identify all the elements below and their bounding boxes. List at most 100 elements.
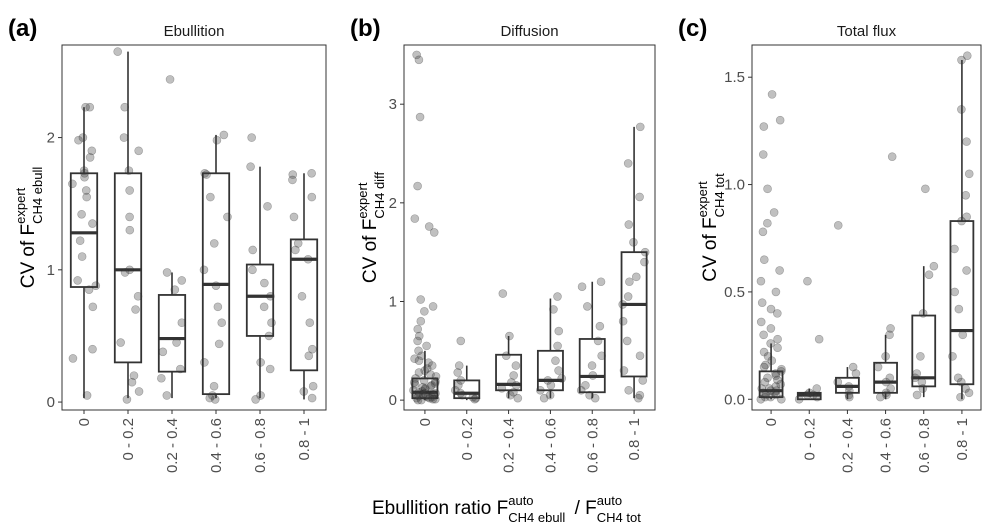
data-point (305, 318, 315, 328)
data-point (157, 373, 166, 383)
data-point (81, 186, 91, 195)
data-point (625, 277, 634, 287)
data-point (80, 168, 89, 178)
box (873, 361, 898, 394)
data-point (414, 391, 423, 401)
data-point (267, 318, 276, 328)
data-point (248, 245, 258, 255)
data-point (773, 309, 782, 318)
y-axis-label-sup: expert (355, 182, 370, 219)
data-point (760, 392, 770, 402)
data-point (585, 390, 594, 400)
y-axis-label-main: CV of F (700, 217, 721, 281)
data-point (418, 389, 428, 399)
data-point (775, 266, 784, 275)
data-point (308, 344, 317, 354)
data-point (409, 385, 418, 395)
data-point (209, 381, 219, 391)
data-point (539, 393, 549, 403)
data-point (413, 395, 423, 405)
data-point (299, 387, 309, 396)
data-point (304, 351, 314, 361)
data-point (454, 361, 464, 370)
data-point (771, 371, 781, 380)
data-point (165, 75, 175, 84)
data-point (845, 386, 854, 395)
data-point (876, 392, 885, 402)
data-point (429, 390, 438, 400)
data-point (924, 270, 934, 280)
data-point (873, 362, 883, 372)
x-tick-label: 0 - 0.2 (120, 418, 137, 461)
box (949, 220, 975, 386)
x-tick-label: 0.8 - 1 (626, 418, 643, 461)
data-point (172, 338, 181, 347)
data-point (551, 356, 560, 365)
y-axis-label-sub: CH4 ebull (30, 167, 45, 224)
data-point (79, 166, 89, 175)
y-tick-label: 0 (389, 392, 397, 409)
data-point (497, 383, 507, 393)
data-point (549, 305, 558, 314)
panel-label: (b) (350, 15, 381, 42)
data-point (82, 192, 91, 202)
data-point (177, 276, 187, 285)
x-tick-label: 0 - 0.2 (801, 418, 818, 461)
data-point (68, 179, 77, 189)
data-point (418, 383, 427, 392)
data-point (416, 316, 426, 326)
data-point (833, 221, 843, 230)
data-point (428, 394, 438, 404)
data-point (581, 381, 590, 390)
data-point (430, 379, 440, 388)
data-point (962, 266, 971, 275)
data-point (414, 331, 424, 341)
data-point (289, 212, 299, 222)
data-point (593, 336, 603, 346)
data-point (209, 239, 219, 248)
panel-a: (a) Ebullition 0 1 2 CV of Fexpert CH4 ebull 0 0… (8, 15, 327, 473)
data-point (763, 373, 772, 383)
data-point (881, 377, 891, 387)
data-point (199, 265, 209, 275)
x-axis-label-den-sub: CH4 tot (597, 510, 641, 523)
facet-title: Total flux (837, 23, 897, 40)
data-point (422, 341, 431, 351)
data-point (623, 292, 633, 301)
data-point (470, 394, 480, 404)
data-point (85, 102, 95, 112)
panel-label: (a) (8, 15, 37, 42)
data-point (307, 393, 317, 403)
x-axis-label-den-sup: auto (597, 493, 622, 508)
y-axis-label-sub: CH4 diff (372, 172, 387, 219)
data-point (771, 287, 781, 297)
data-point (414, 346, 423, 356)
y-axis-label: CV of Fexpert CH4 diff (355, 172, 387, 284)
data-point (553, 292, 562, 301)
data-point (777, 364, 786, 374)
data-point (771, 382, 781, 391)
data-point (429, 228, 439, 237)
y-axis-label: CV of Fexpert CH4 ebull (13, 167, 45, 289)
data-point (213, 302, 223, 312)
data-point (205, 393, 215, 403)
data-point (162, 268, 172, 277)
data-point (125, 225, 135, 235)
data-point (410, 380, 420, 389)
x-tick-label: 0 (417, 418, 434, 426)
data-point (624, 385, 633, 395)
data-point (75, 236, 85, 246)
data-point (766, 386, 775, 395)
data-point (208, 391, 217, 400)
data-point (962, 51, 972, 61)
data-point (929, 261, 939, 271)
data-point (421, 383, 430, 393)
data-point (200, 358, 209, 367)
data-point (848, 362, 858, 372)
data-point (247, 133, 256, 142)
data-point (122, 395, 132, 404)
data-point (73, 276, 82, 285)
data-point (431, 394, 440, 404)
data-point (885, 373, 895, 383)
x-tick-label: 0 (763, 418, 780, 426)
